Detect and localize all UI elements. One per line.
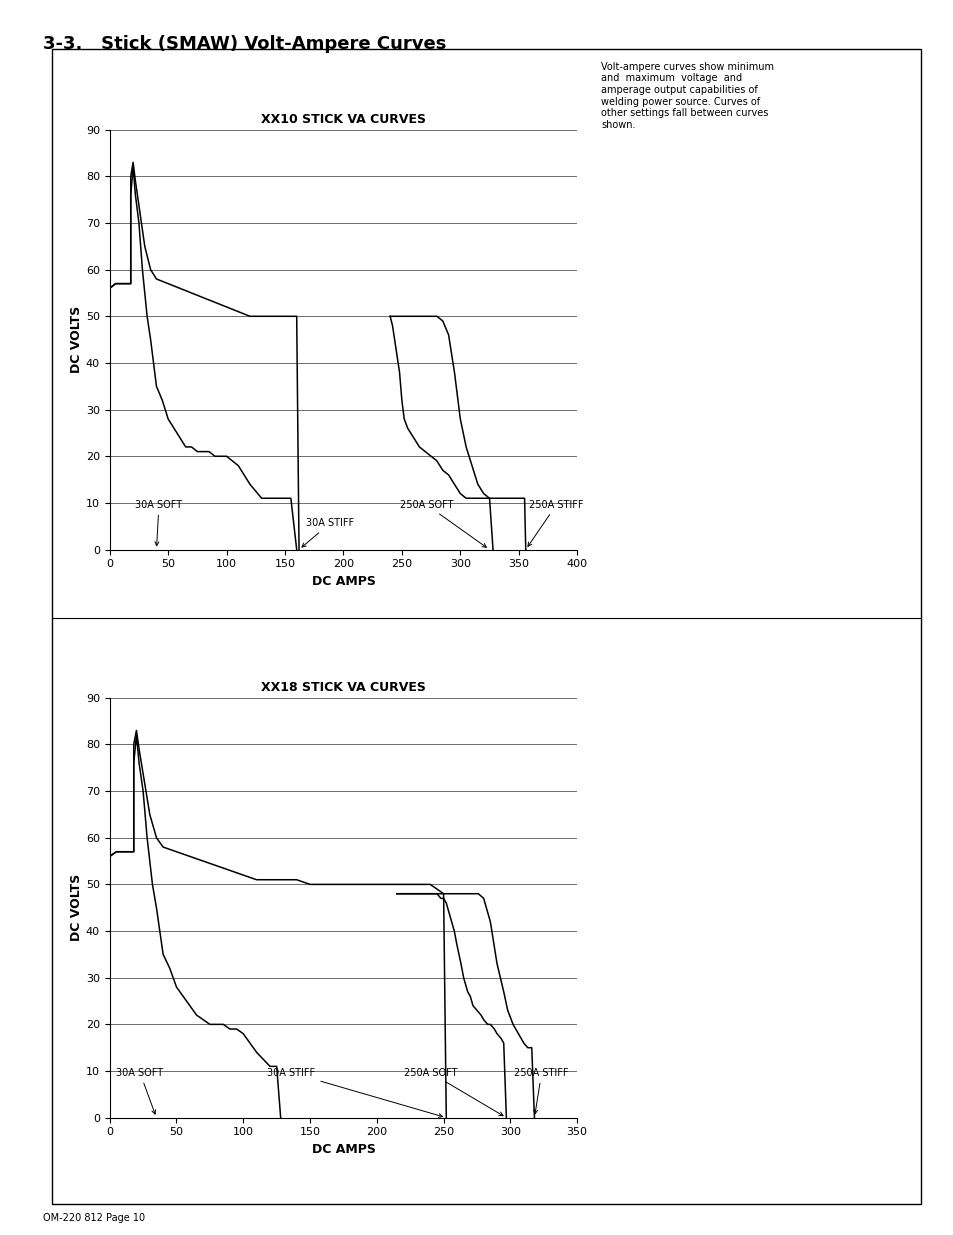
Title: XX10 STICK VA CURVES: XX10 STICK VA CURVES	[261, 112, 425, 126]
Text: 250A STIFF: 250A STIFF	[514, 1068, 568, 1114]
Text: Volt-ampere curves show minimum
and  maximum  voltage  and
amperage output capab: Volt-ampere curves show minimum and maxi…	[600, 62, 773, 130]
Text: 30A STIFF: 30A STIFF	[302, 519, 354, 547]
Text: 3-3.   Stick (SMAW) Volt-Ampere Curves: 3-3. Stick (SMAW) Volt-Ampere Curves	[43, 35, 446, 53]
X-axis label: DC AMPS: DC AMPS	[312, 574, 375, 588]
Text: 250A SOFT: 250A SOFT	[403, 1068, 502, 1115]
Y-axis label: DC VOLTS: DC VOLTS	[70, 306, 83, 373]
Y-axis label: DC VOLTS: DC VOLTS	[70, 874, 83, 941]
Title: XX18 STICK VA CURVES: XX18 STICK VA CURVES	[261, 680, 425, 694]
Text: 250A STIFF: 250A STIFF	[527, 500, 583, 546]
Text: 30A SOFT: 30A SOFT	[135, 500, 182, 546]
Text: OM-220 812 Page 10: OM-220 812 Page 10	[43, 1213, 145, 1223]
Text: 250A SOFT: 250A SOFT	[399, 500, 486, 547]
Text: 30A STIFF: 30A STIFF	[267, 1068, 442, 1118]
X-axis label: DC AMPS: DC AMPS	[312, 1142, 375, 1156]
Text: 30A SOFT: 30A SOFT	[116, 1068, 163, 1114]
